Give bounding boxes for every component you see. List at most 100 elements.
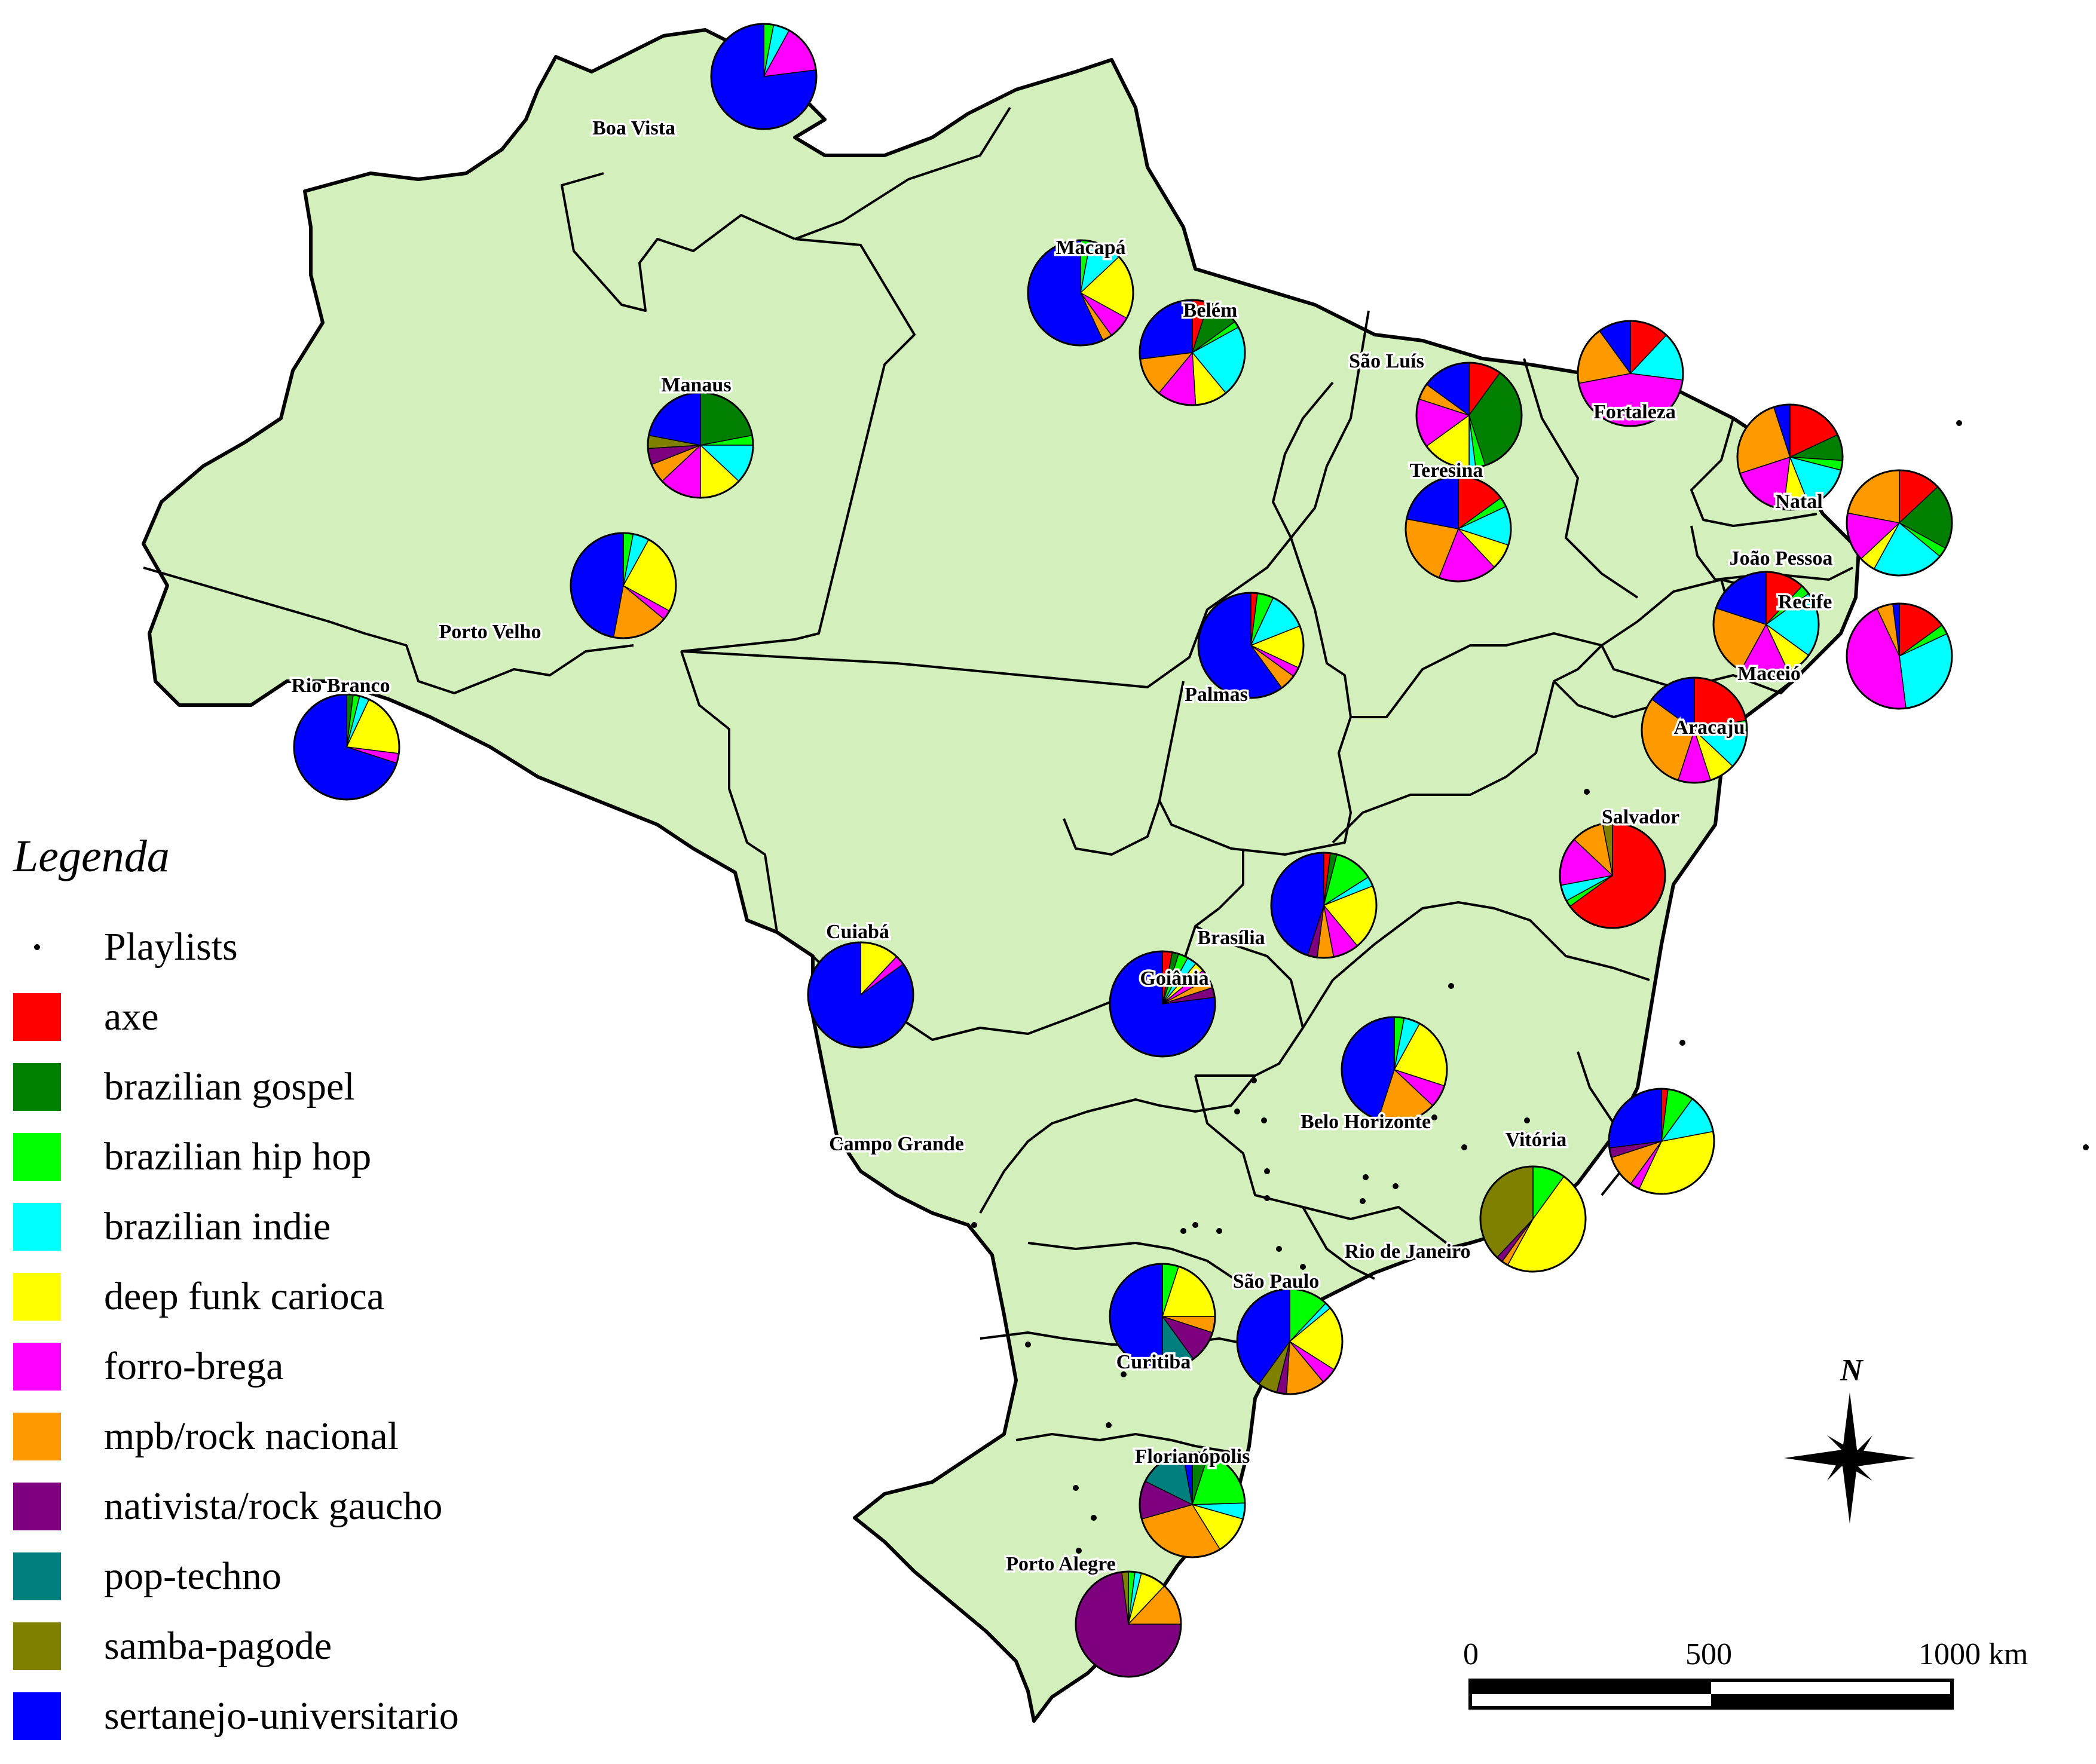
city-label-Recife: Recife [1778, 591, 1832, 613]
playlist-dots [971, 420, 2089, 1554]
city-label-Rio-de-Janeiro: Rio de Janeiro [1345, 1241, 1471, 1263]
playlist-dot [1076, 1548, 1082, 1554]
legend-label: brazilian indie [104, 1205, 331, 1248]
legend-label: axe [104, 995, 159, 1039]
state-borders [143, 106, 1853, 1453]
city-labels: Boa Vista Macapá Belém Manaus São Luís Fortal… [289, 115, 1835, 1578]
legend-swatch [13, 1552, 61, 1600]
city-label-Teresina: Teresina [1410, 460, 1483, 482]
city-label-Salvador: Salvador [1602, 806, 1679, 828]
legend-label: sertanejo-universitario [104, 1694, 459, 1738]
pie-Curitiba [1109, 1263, 1216, 1370]
legend-label: deep funk carioca [104, 1275, 385, 1318]
city-label-Fortaleza: Fortaleza [1593, 401, 1676, 423]
playlist-dot [1448, 983, 1454, 989]
playlist-dot [1956, 420, 1962, 426]
playlist-dot [1073, 1485, 1079, 1491]
pie-Maceió [1712, 571, 1820, 678]
playlist-dot [1431, 1114, 1437, 1120]
scale-label-1000: 1000 km [1918, 1637, 2028, 1671]
pie-Rio de Janeiro [1479, 1165, 1587, 1273]
legend-item-nativista-rock-gaucho: nativista/rock gaucho [13, 1480, 442, 1533]
pie-Belém [1139, 299, 1246, 406]
city-label-São-Luís: São Luís [1349, 350, 1424, 372]
legend-swatch [13, 993, 61, 1041]
playlist-dot [1276, 1246, 1282, 1252]
playlist-dot [1234, 1108, 1240, 1114]
city-label-Goiânia: Goiânia [1140, 967, 1208, 990]
legend-label: pop-techno [104, 1554, 281, 1598]
pie-Salvador [1559, 822, 1666, 929]
legend-item-brazilian-hip-hop: brazilian hip hop [13, 1130, 371, 1184]
legend-label: nativista/rock gaucho [104, 1484, 443, 1528]
pie-Teresina [1405, 475, 1512, 583]
north-label: N [1840, 1353, 1864, 1388]
legend-item-forro-brega: forro-brega [13, 1340, 283, 1394]
legend-item-brazilian-gospel: brazilian gospel [13, 1060, 355, 1114]
legend-item-sertanejo-universitario: sertanejo-universitario [13, 1689, 459, 1743]
playlist-dot [1363, 1174, 1369, 1180]
pie-Cuiabá [807, 941, 914, 1049]
city-label-Campo-Grande: Campo Grande [829, 1133, 964, 1155]
playlist-dot [1216, 1228, 1222, 1234]
playlist-dot [1180, 1228, 1186, 1234]
legend-label-playlists: Playlists [104, 925, 238, 969]
playlist-dot-icon [13, 923, 61, 971]
city-label-Porto-Alegre: Porto Alegre [1006, 1553, 1115, 1575]
legend-swatch [13, 1343, 61, 1391]
legend-label: samba-pagode [104, 1624, 332, 1668]
legend-item-samba-pagode: samba-pagode [13, 1619, 332, 1673]
pie-charts [293, 23, 1953, 1678]
playlist-dot [1091, 1515, 1097, 1521]
legend-swatch [13, 1692, 61, 1740]
legend-swatch [13, 1133, 61, 1181]
city-label-João-Pessoa: João Pessoa [1730, 547, 1833, 569]
pie-Recife [1846, 602, 1953, 710]
pie-Rio Branco [293, 693, 400, 801]
playlist-dot [1264, 1195, 1270, 1201]
playlist-dot [2083, 1144, 2089, 1150]
playlist-dot [1584, 789, 1590, 795]
legend-label: brazilian hip hop [104, 1135, 372, 1178]
pie-Fortaleza [1577, 320, 1684, 427]
city-label-Palmas: Palmas [1185, 684, 1248, 706]
city-label-Porto-Velho: Porto Velho [439, 621, 541, 643]
legend-swatch [13, 1063, 61, 1111]
legend-swatch [13, 1203, 61, 1251]
city-label-Maceió: Maceió [1737, 663, 1801, 685]
scale-label-500: 500 [1685, 1637, 1732, 1671]
pie-Aracaju [1641, 676, 1748, 784]
city-label-Belém: Belém [1183, 299, 1238, 321]
pie-João Pessoa [1846, 469, 1953, 577]
pie-Palmas [1197, 592, 1305, 699]
playlist-dot [1360, 1198, 1366, 1204]
playlist-dot [1524, 1117, 1530, 1123]
city-label-Belo-Horizonte: Belo Horizonte [1301, 1111, 1431, 1133]
playlist-dot [1192, 1222, 1198, 1228]
pie-Boa Vista [710, 23, 818, 130]
legend-title: Legenda [13, 831, 170, 881]
city-label-Natal: Natal [1775, 491, 1822, 513]
playlist-dot [1393, 1183, 1399, 1189]
city-label-Curitiba: Curitiba [1116, 1351, 1191, 1373]
city-label-Brasília: Brasília [1197, 927, 1265, 949]
legend-item-axe: axe [13, 990, 159, 1044]
city-label-Florianópolis: Florianópolis [1135, 1446, 1250, 1468]
pie-Florianópolis [1139, 1451, 1246, 1558]
pie-São Luís [1415, 362, 1523, 469]
legend-item-brazilian-indie: brazilian indie [13, 1200, 331, 1254]
legend-swatch [13, 1622, 61, 1670]
pie-Vitória [1608, 1088, 1715, 1195]
legend-swatch [13, 1483, 61, 1530]
city-label-São-Paulo: São Paulo [1233, 1270, 1320, 1293]
playlist-dot [1025, 1342, 1031, 1348]
city-label-Vitória: Vitória [1506, 1129, 1567, 1151]
legend-label: forro-brega [104, 1345, 284, 1388]
pie-Manaus [647, 391, 754, 499]
scale-label-0: 0 [1463, 1637, 1479, 1671]
city-label-Cuiabá: Cuiabá [826, 921, 889, 943]
playlist-dot [1524, 1132, 1530, 1138]
legend-label: brazilian gospel [104, 1065, 355, 1108]
scale-bar: 0 500 1000 km [1463, 1637, 2028, 1710]
